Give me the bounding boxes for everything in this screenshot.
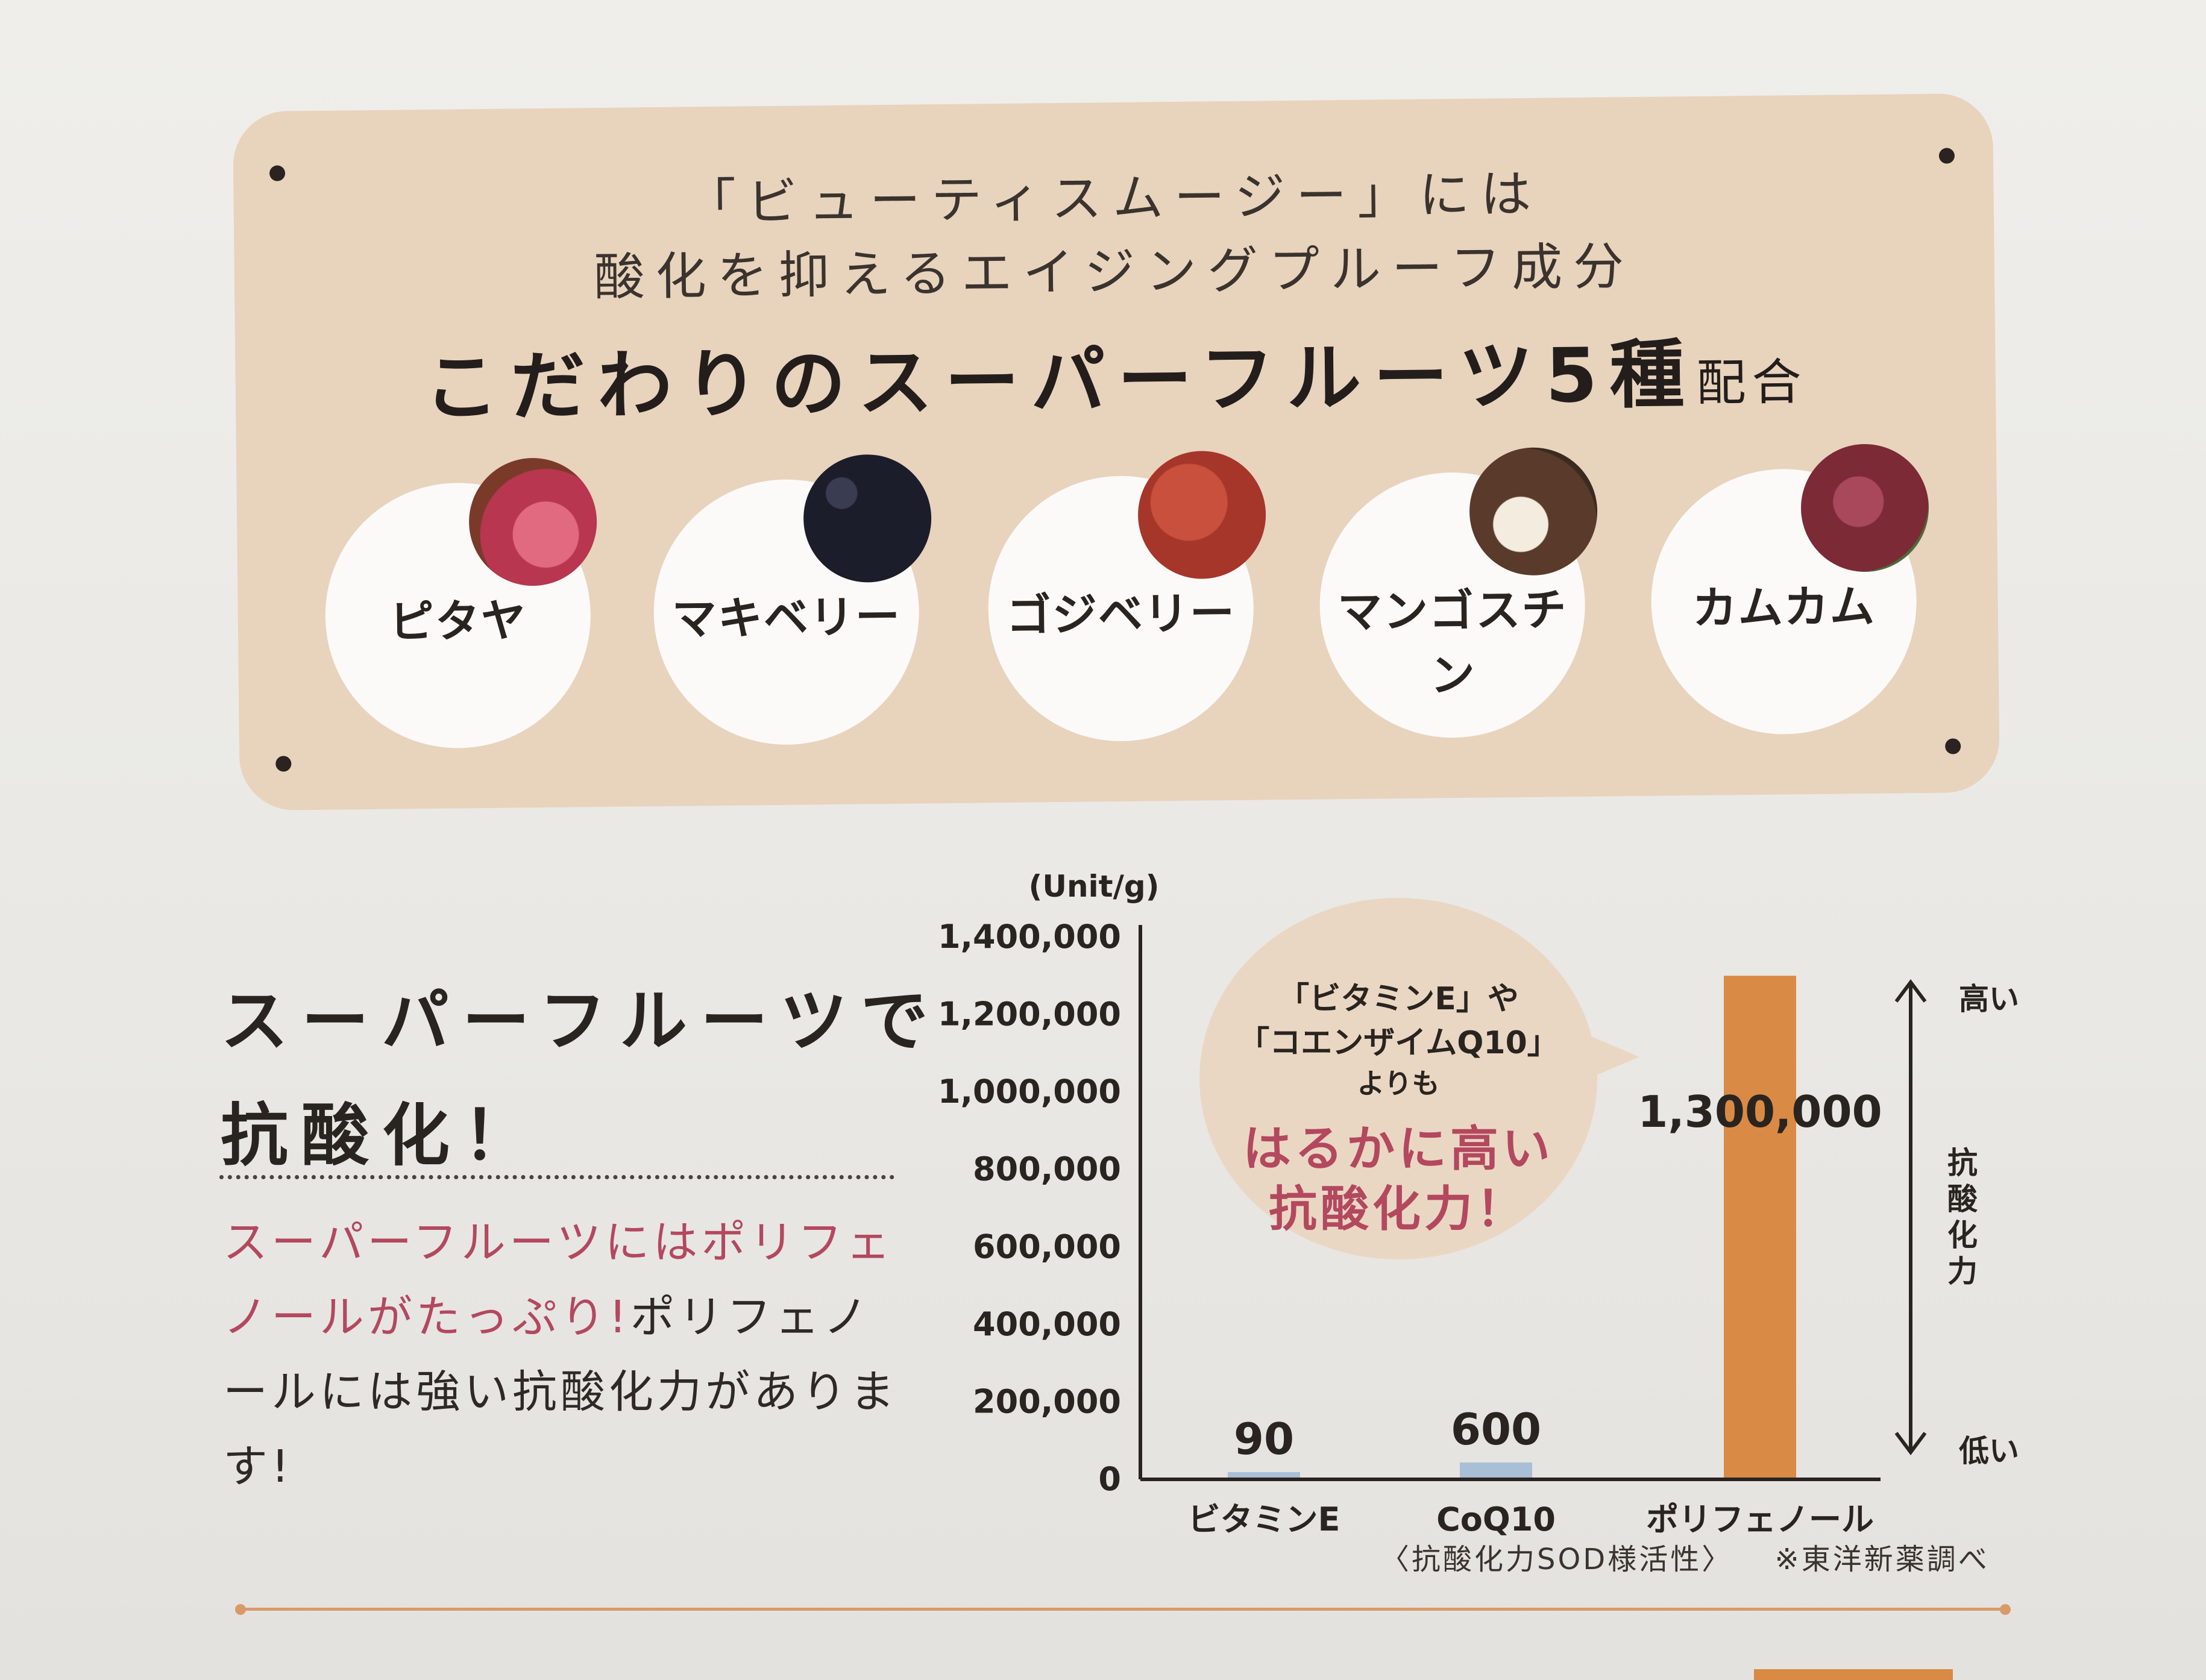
bottom-tab — [1754, 1669, 1953, 1680]
speech-bubble-tail — [1591, 1036, 1639, 1077]
heading-line-1: スーパーフルーツで — [221, 982, 941, 1061]
up-down-arrow-icon — [1894, 979, 1927, 1455]
x-category-label: ビタミンE — [1188, 1500, 1340, 1538]
bar-value-label: 1,300,000 — [1638, 1086, 1882, 1137]
arrow-axis-title: 抗酸化力 — [1947, 1146, 1978, 1289]
bubble-line-3: よりも — [1357, 1067, 1440, 1100]
chart-caption: 〈抗酸化力SOD様活性〉 ※東洋新薬調べ — [1380, 1535, 1990, 1578]
y-tick-label: 800,000 — [973, 1150, 1121, 1188]
arrow-low-label: 低い — [1959, 1434, 2019, 1468]
footer-dot — [235, 1604, 246, 1615]
bubble-line-1: 「ビタミンE」や — [1278, 981, 1519, 1017]
y-tick-label: 0 — [1098, 1460, 1121, 1498]
footer-rule — [240, 1608, 2006, 1611]
y-tick-label: 1,400,000 — [938, 918, 1121, 956]
bubble-line-5: 抗酸化力！ — [1269, 1181, 1528, 1237]
y-unit-label: (Unit/g) — [1029, 869, 1160, 904]
x-category-label: CoQ10 — [1436, 1500, 1556, 1538]
bubble-line-4: はるかに高い — [1243, 1121, 1554, 1177]
bar — [1460, 1462, 1532, 1478]
bar — [1724, 976, 1796, 1478]
bar-value-label: 90 — [1234, 1414, 1294, 1464]
x-category-label: ポリフェノール — [1646, 1500, 1874, 1538]
y-tick-label: 1,000,000 — [938, 1073, 1121, 1111]
bubble-line-2: 「コエンザイムQ10」 — [1238, 1025, 1559, 1061]
source-note: ※東洋新薬調べ — [1774, 1543, 1990, 1576]
section-body: スーパーフルーツにはポリフェノールがたっぷり!ポリフェノールには強い抗酸化力があ… — [223, 1205, 898, 1504]
speech-bubble: 「ビタミンE」や 「コエンザイムQ10」 よりも はるかに高い 抗酸化力！ — [1199, 898, 1597, 1259]
section-heading: スーパーフルーツで 抗酸化！ — [221, 964, 941, 1193]
body-highlight: スーパーフルーツにはポリフェノールがたっぷり! — [223, 1217, 894, 1343]
y-tick-label: 400,000 — [973, 1305, 1121, 1343]
arrow-high-label: 高い — [1959, 982, 2019, 1017]
bar — [1228, 1472, 1300, 1478]
footer-dot — [2000, 1604, 2011, 1615]
y-tick-label: 1,200,000 — [938, 995, 1121, 1033]
y-tick-label: 200,000 — [973, 1382, 1121, 1420]
body-rest: ポリフェノールには強い抗酸化力があります! — [223, 1291, 898, 1493]
heading-line-2: 抗酸化！ — [221, 1097, 544, 1175]
caption-text: 〈抗酸化力SOD様活性〉 — [1380, 1543, 1733, 1576]
dotted-divider — [219, 1175, 894, 1179]
bar-value-label: 600 — [1451, 1404, 1541, 1455]
y-tick-label: 600,000 — [973, 1227, 1121, 1265]
